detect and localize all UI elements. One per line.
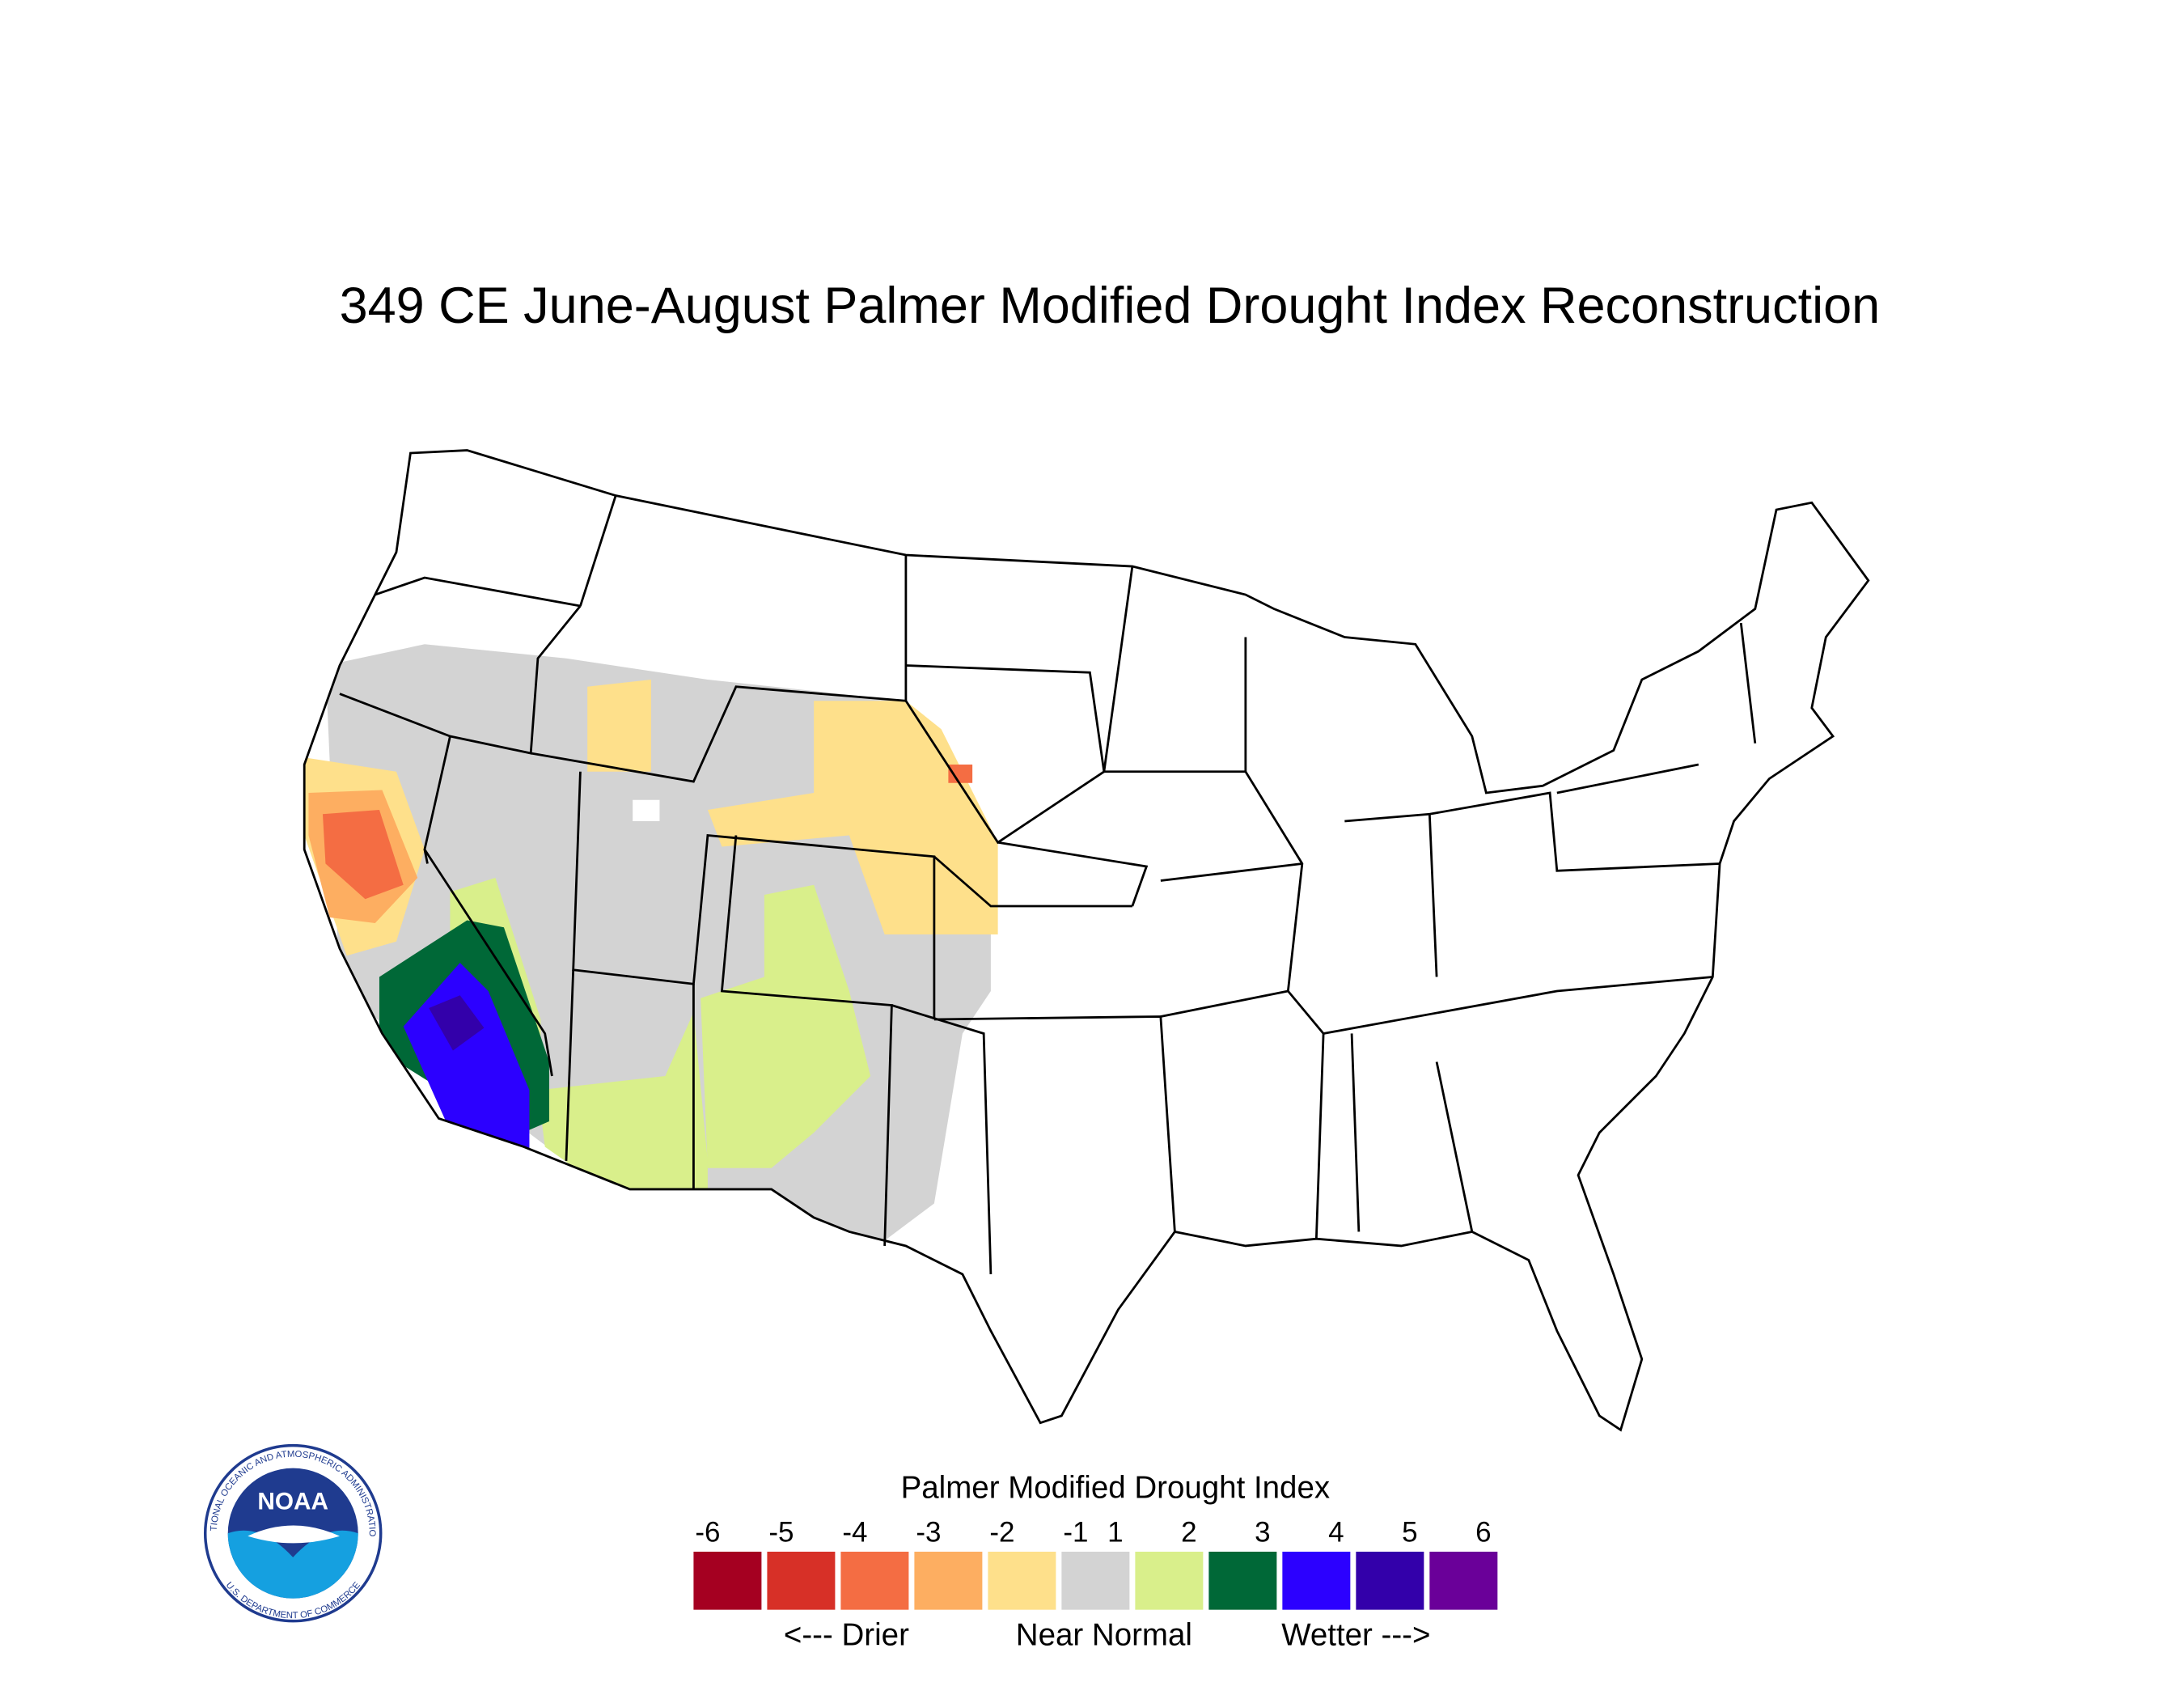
state-borders [303,449,1870,1432]
legend-tick-label: -3 [916,1517,941,1549]
no-data-cell [633,799,660,822]
state-border [1344,791,1721,872]
legend-tick-label: 4 [1328,1517,1344,1549]
state-border [933,855,1132,908]
legend-swatch [1208,1551,1277,1610]
country-border [303,449,1870,1432]
legend-tick-label: -4 [842,1517,867,1549]
state-border [579,495,617,607]
state-border [1350,1033,1361,1232]
state-border [1323,976,1713,1035]
legend-tick-label: -1 [1063,1517,1088,1549]
drought-cell [429,995,485,1051]
state-border [1556,763,1699,794]
legend-swatch [693,1551,762,1610]
logo-name: NOAA [257,1488,328,1515]
legend-label: Near Normal [1016,1617,1192,1652]
legend-swatch [988,1551,1056,1610]
legend-tick-label: -5 [768,1517,794,1549]
legend-swatch [1429,1551,1498,1610]
legend-tick-label: 1 [1107,1517,1123,1549]
state-border [1739,622,1757,744]
legend-swatch [840,1551,909,1610]
legend-swatch [1061,1551,1130,1610]
state-border [423,735,553,1077]
state-border [375,576,581,608]
state-border [1160,862,1303,882]
state-border [565,969,575,1162]
state-border [572,771,936,1019]
state-border [997,841,1149,907]
drought-cell [948,765,973,783]
legend: -6 -5 -4 -3 -2 -1 1 2 3 4 5 6 <--- Drier Near Normal W… [693,1517,1498,1652]
legend-tick-label: 2 [1181,1517,1196,1549]
legend-tick-label: 6 [1475,1517,1491,1549]
legend-swatch [1135,1551,1204,1610]
drought-cell [322,810,404,900]
state-border [891,1004,993,1274]
state-border [1435,1061,1474,1232]
state-border [530,685,907,783]
state-border [720,835,893,1246]
legend-swatch [1356,1551,1424,1610]
legend-tick-label: 5 [1402,1517,1417,1549]
map-title: 349 CE June-August Palmer Modified Droug… [340,278,1881,334]
legend-tick-label: -2 [989,1517,1014,1549]
drought-cell [700,884,871,1168]
legend-label: Wetter ---> [1281,1617,1430,1652]
legend-tick-label: -6 [695,1517,720,1549]
drought-cell [707,701,998,934]
state-border [423,849,429,864]
state-border [1160,989,1289,1018]
legend-title: Palmer Modified Drought Index [901,1470,1331,1505]
state-border [905,664,1106,772]
legend-swatch [1282,1551,1351,1610]
legend-label: <--- Drier [784,1617,909,1652]
state-border [1103,770,1325,1239]
drought-cell [587,680,651,772]
legend-tick-label: 3 [1255,1517,1270,1549]
state-border [1428,814,1438,977]
logo-bird [248,1525,340,1544]
legend-swatch [767,1551,836,1610]
logo-water [227,1530,358,1599]
legend-swatch [914,1551,983,1610]
